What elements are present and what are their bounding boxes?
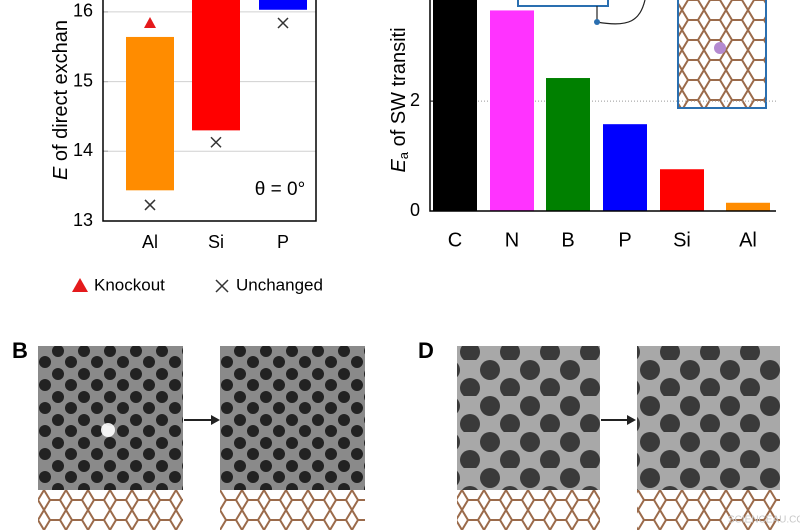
x-tick-label: Si [673,229,691,251]
y-tick-label: 0 [410,200,420,220]
microscopy-image [38,346,183,490]
y-tick-label: 2 [410,90,420,110]
lattice-model [637,490,780,530]
bar [660,169,704,211]
bar [433,0,477,211]
y-label-symbol: E [388,159,410,173]
knockout-marker [144,17,156,29]
legend-marker [72,278,88,292]
arrow-head [211,415,220,425]
microscopy-image [220,346,365,490]
x-tick-label: N [505,229,519,251]
y-axis-label: Ea of SW transiti [388,27,411,172]
bar [726,202,770,211]
axis-frame [102,0,317,222]
y-label-symbol: E [50,166,72,180]
range-bar [126,36,174,191]
y-label-subscript: a [396,151,411,159]
axis-frame [429,0,776,212]
legend-marker [215,279,229,293]
x-tick-label: B [561,229,574,251]
x-tick-label: C [448,229,462,251]
legend-label: Unchanged [236,275,323,294]
unchanged-marker [210,136,222,148]
unchanged-marker [144,199,156,211]
legend-label: Knockout [94,275,165,294]
x-tick-label: Al [739,229,757,251]
y-label-text: of SW transiti [388,27,410,151]
x-tick-label: Al [142,232,158,252]
lattice-model [457,490,600,530]
panel-label: D [418,338,434,363]
x-tick-label: P [277,232,289,252]
microscopy-image [637,346,780,490]
lattice-model [220,490,365,530]
range-bar [259,0,307,10]
range-bar [192,0,240,131]
inset [517,0,767,109]
y-tick-label: 15 [73,70,93,90]
unchanged-marker [277,17,289,29]
y-tick-label: 13 [73,210,93,230]
arrow-head [627,415,636,425]
y-axis-label: E of direct exchan [50,20,72,180]
y-tick-label: 14 [73,140,93,160]
bar [603,124,647,211]
bar [546,78,590,212]
watermark: SCIENCEAU.COM [728,515,800,526]
bright-atom [101,423,115,437]
x-tick-label: P [618,229,631,251]
y-tick-label: 16 [73,1,93,21]
annotation: θ = 0° [255,179,305,200]
bar [490,10,534,211]
lattice-model [38,490,183,530]
y-label-text: of direct exchan [50,20,72,167]
microscopy-image [457,346,600,490]
x-tick-label: Si [208,232,224,252]
panel-label: B [12,338,28,363]
